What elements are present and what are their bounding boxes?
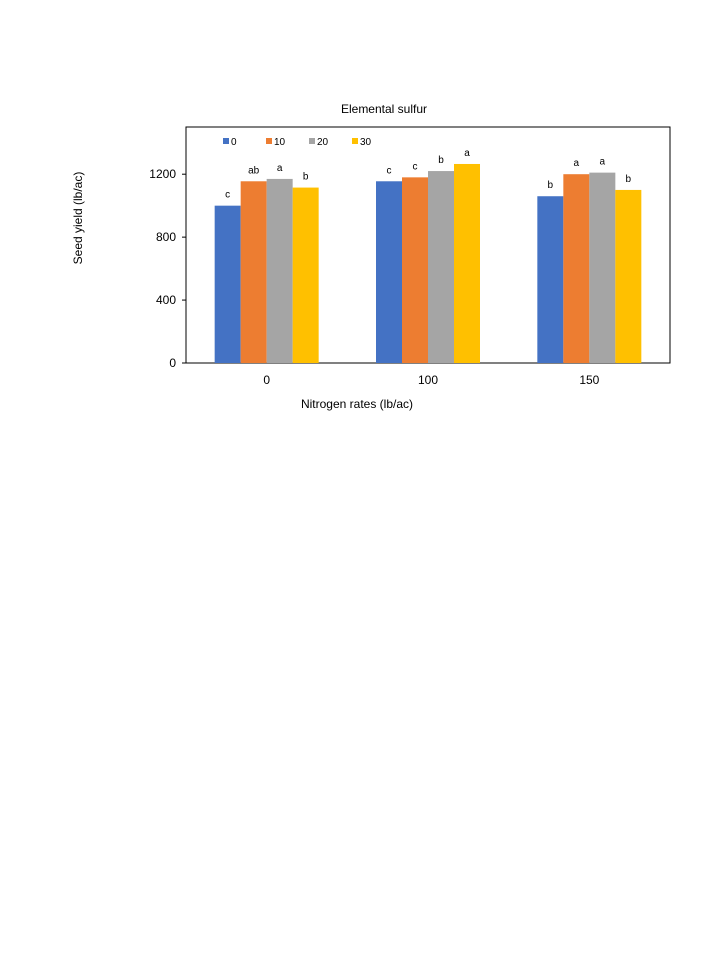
chart-title: Elemental sulfur (341, 102, 427, 116)
bar-n100-s0 (376, 181, 402, 363)
significance-letter: a (574, 158, 580, 169)
legend-swatch (309, 138, 315, 144)
significance-letter: b (438, 155, 444, 166)
y-tick-label: 0 (169, 356, 176, 370)
bar-n100-s20 (428, 171, 454, 363)
x-axis-label: Nitrogen rates (lb/ac) (301, 397, 413, 411)
significance-letter: c (413, 161, 418, 172)
bar-n100-s30 (454, 163, 480, 363)
significance-letter: b (303, 172, 309, 183)
bars-layer (214, 163, 642, 363)
legend-swatch (223, 138, 229, 144)
significance-letter: a (277, 163, 283, 174)
x-tick-label: 150 (579, 373, 599, 387)
significance-letter: b (626, 174, 632, 185)
y-tick-label: 800 (156, 230, 176, 244)
bar-n0-s20 (266, 178, 293, 363)
legend-label: 20 (317, 137, 329, 148)
y-tick-label: 1200 (149, 167, 176, 181)
bar-n0-s10 (240, 181, 267, 363)
bar-n150-s0 (537, 196, 564, 363)
legend-label: 0 (231, 137, 237, 148)
bar-n100-s10 (402, 177, 428, 363)
x-axis-ticks: 0 100 150 (263, 373, 599, 387)
legend: 0 10 20 30 (223, 137, 372, 148)
legend-label: 10 (274, 137, 286, 148)
significance-letter: c (225, 190, 230, 201)
x-tick-label: 0 (263, 373, 270, 387)
legend-swatch (352, 138, 358, 144)
bar-n0-s30 (292, 187, 319, 363)
bar-n150-s20 (589, 172, 616, 363)
bar-n150-s10 (563, 174, 590, 363)
significance-letter: ab (248, 165, 260, 176)
legend-swatch (266, 138, 272, 144)
legend-label: 30 (360, 137, 372, 148)
significance-letter: c (387, 165, 392, 176)
significance-letter: a (600, 157, 606, 168)
bar-n0-s0 (214, 205, 241, 363)
significance-letter: b (548, 180, 554, 191)
x-tick-label: 100 (418, 373, 438, 387)
significance-letter: a (464, 148, 470, 159)
y-tick-label: 400 (156, 293, 176, 307)
bar-n150-s30 (615, 189, 642, 363)
y-axis-label: Seed yield (lb/ac) (71, 172, 85, 265)
y-axis-ticks: 0 400 800 1200 (149, 167, 186, 370)
